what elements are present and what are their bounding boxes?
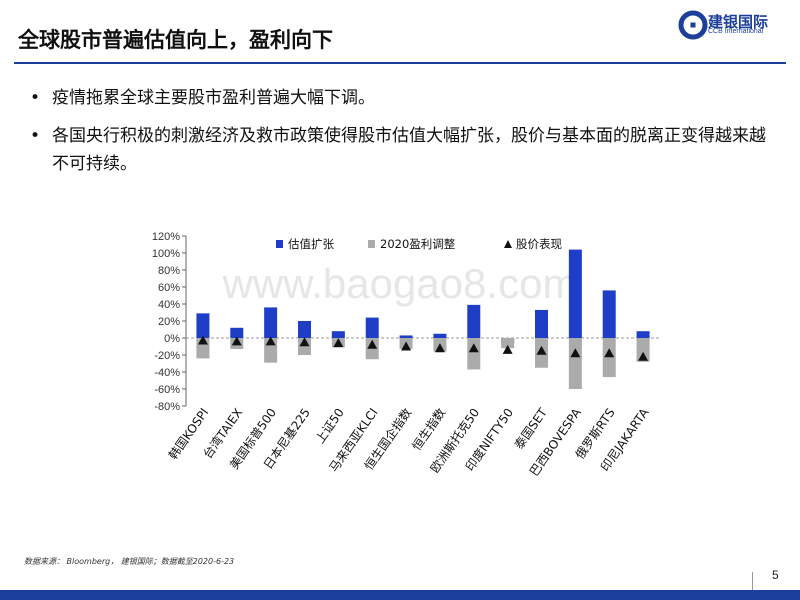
legend: 估值扩张 2020盈利调整 股价表现 xyxy=(276,237,562,251)
marker-point xyxy=(197,335,208,345)
markers xyxy=(197,335,649,361)
marker-point xyxy=(468,343,479,353)
bullet-item: • 疫情拖累全球主要股市盈利普遍大幅下调。 xyxy=(30,88,375,108)
page-title: 全球股市普遍估值向上，盈利向下 xyxy=(18,28,333,52)
legend-marker xyxy=(504,240,512,248)
bar xyxy=(602,290,616,338)
bar xyxy=(467,304,481,338)
bullet-text: 各国央行积极的刺激经济及救市政策使得股市估值大幅扩张，股价与基本面的脱离正变得越… xyxy=(52,126,766,174)
bullet-item: • 各国央行积极的刺激经济及救市政策使得股市估值大幅扩张，股价与基本面的脱离正变得… xyxy=(30,126,766,174)
marker-point xyxy=(638,351,649,361)
bar xyxy=(636,331,650,338)
y-axis: -80% -60% -40% -20% 0% 20% 40% 60% 80% 100% 120% xyxy=(152,231,660,413)
y-tick-label: -20% xyxy=(154,350,180,362)
bar xyxy=(602,338,616,378)
y-tick-label: -60% xyxy=(154,384,180,396)
marker-point xyxy=(299,337,310,347)
footer-divider xyxy=(752,572,753,590)
logo-name-en: CCB International xyxy=(708,28,764,35)
y-tick-label: 0% xyxy=(164,333,180,345)
title-divider xyxy=(14,62,786,64)
bar xyxy=(568,338,582,389)
logo-name-cn: 建银国际 xyxy=(708,13,769,31)
y-tick-label: 100% xyxy=(152,248,180,260)
bullet-list: • 疫情拖累全球主要股市盈利普遍大幅下调。 • 各国央行积极的刺激经济及救市政策使得… xyxy=(30,84,780,188)
x-tick-label: 上证50 xyxy=(313,406,347,446)
bar xyxy=(365,317,379,338)
y-tick-label: -40% xyxy=(154,367,180,379)
bar xyxy=(230,327,244,338)
bar xyxy=(264,307,278,338)
legend-label: 2020盈利调整 xyxy=(380,237,456,251)
bar xyxy=(501,338,515,349)
data-source-note: 数据来源： Bloomberg， 建银国际；数据截至2020-6-23 xyxy=(24,557,235,566)
bar xyxy=(433,333,447,338)
watermark: www.baogao8.com xyxy=(222,260,578,307)
marker-point xyxy=(265,336,276,346)
legend-label: 股价表现 xyxy=(516,237,562,251)
bar xyxy=(298,321,311,338)
marker-point xyxy=(536,345,547,355)
bar xyxy=(331,331,345,338)
y-tick-label: 40% xyxy=(158,299,180,311)
y-tick-label: 80% xyxy=(158,265,180,277)
marker-point xyxy=(401,341,412,351)
legend-swatch xyxy=(276,240,283,248)
marker-point xyxy=(604,348,615,358)
y-tick-label: -80% xyxy=(154,401,180,413)
footer-bar xyxy=(0,590,800,600)
legend-swatch xyxy=(368,240,375,248)
bullet-text: 疫情拖累全球主要股市盈利普遍大幅下调。 xyxy=(52,88,375,108)
page-number: 5 xyxy=(772,568,779,582)
marker-point xyxy=(333,338,344,348)
legend-label: 估值扩张 xyxy=(288,237,334,251)
y-tick-label: 20% xyxy=(158,316,180,328)
bar xyxy=(535,309,548,338)
marker-point xyxy=(367,339,378,349)
ccb-logo-icon xyxy=(678,10,708,40)
bar xyxy=(467,338,481,370)
marker-point xyxy=(434,343,445,353)
bar xyxy=(636,338,650,362)
marker-point xyxy=(570,348,581,358)
y-tick-label: 60% xyxy=(158,282,180,294)
marker-point xyxy=(231,336,242,346)
y-tick-label: 120% xyxy=(152,231,180,243)
bar xyxy=(399,335,413,338)
bar xyxy=(298,338,311,355)
bar xyxy=(568,249,582,338)
bar xyxy=(196,313,210,338)
marker-point xyxy=(502,344,513,354)
